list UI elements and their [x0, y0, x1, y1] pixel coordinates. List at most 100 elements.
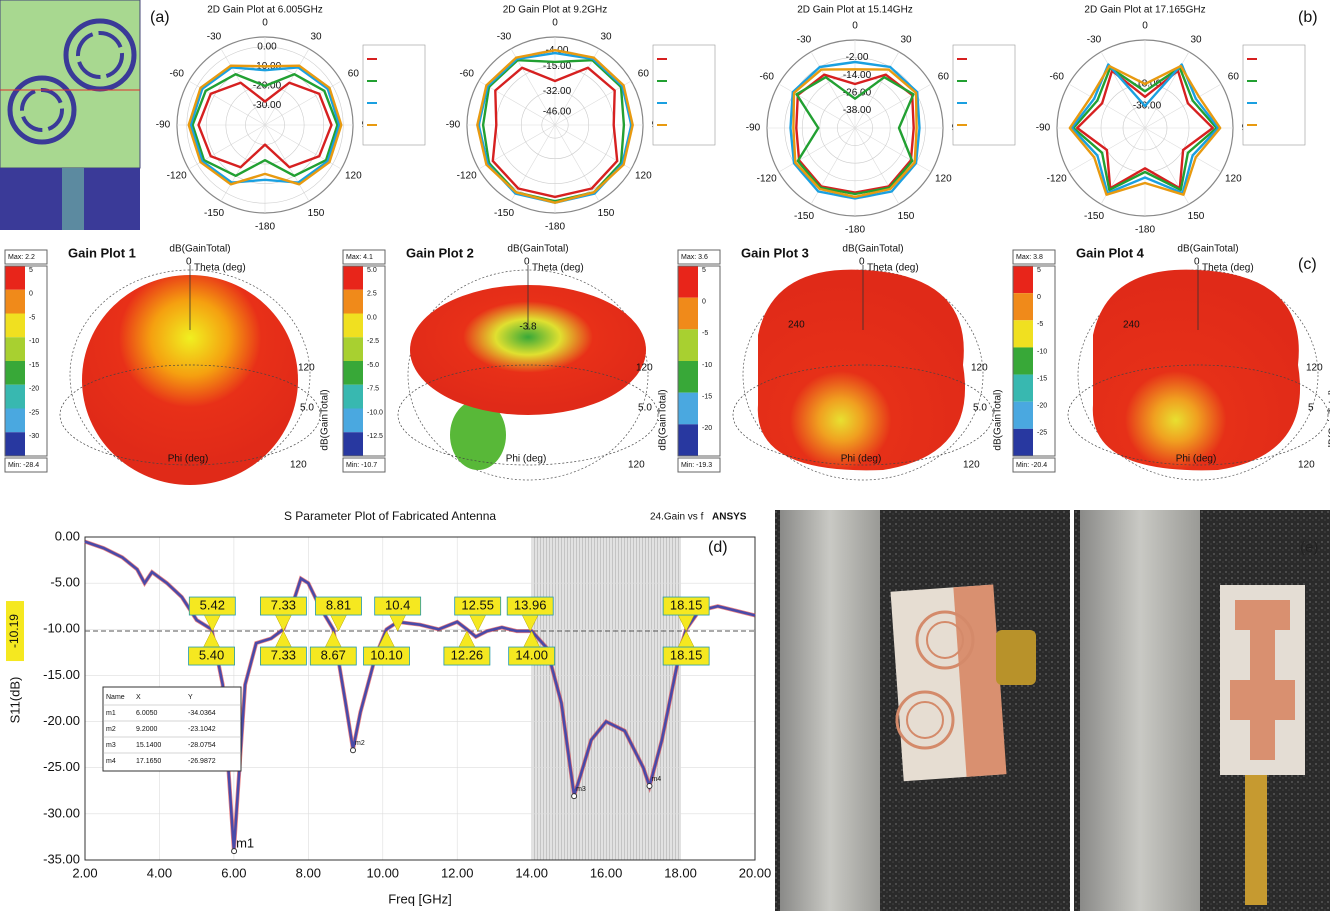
curve-info-box: [952, 44, 1016, 146]
colorbar-label: -5: [1037, 321, 1043, 328]
colorbar-label: -25: [29, 409, 39, 416]
angle-tick-label: 60: [348, 69, 360, 80]
angle-tick-label: -30: [497, 31, 512, 42]
radial-grid-line: [810, 51, 856, 129]
angle-label: 240: [788, 320, 805, 331]
table-cell: 17.1650: [136, 758, 161, 765]
marker-box: [508, 646, 556, 666]
colorbar-segment: [343, 266, 363, 290]
radial-tick-label: -32.00: [543, 86, 572, 97]
angle-tick-label: 150: [898, 211, 915, 222]
brand-label: ANSYS: [712, 512, 747, 523]
angle-tick-label: 60: [1228, 72, 1240, 83]
angle-tick-label: -60: [759, 72, 774, 83]
angle-tick-label: -180: [545, 222, 565, 233]
marker-label: 7.33: [271, 647, 296, 662]
angle-tick-label: 120: [345, 171, 362, 182]
marker-table: [102, 686, 242, 772]
photos: (e): [775, 510, 1330, 911]
marker-label: 13.96: [514, 597, 547, 612]
chart-title: S Parameter Plot of Fabricated Antenna: [284, 509, 496, 523]
colorbar-segment: [5, 361, 25, 385]
colorbar-frame: [4, 265, 48, 457]
zero-label: 0: [859, 257, 865, 268]
marker-box: [363, 646, 410, 666]
side-axis-title: dB(GainTotal): [1328, 389, 1330, 450]
curve-info-box: [1242, 44, 1306, 146]
angle-tick-label: -90: [446, 120, 461, 131]
colorbar-max-label: Max: 4.1: [346, 254, 373, 261]
gain-curve: [1070, 63, 1220, 195]
gain-surface: [410, 285, 646, 415]
radial-tick-label: 0.00: [257, 41, 277, 52]
chart-subtitle: 24.Gain vs f: [650, 512, 704, 523]
colorbar-segment: [678, 266, 698, 298]
colorbar-segment: [5, 384, 25, 409]
angle-tick-label: -180: [255, 222, 275, 233]
marker-pointer: [324, 630, 342, 648]
angle-tick-label: -90: [156, 120, 171, 131]
marker-box: [662, 596, 710, 616]
colorbar-segment: [1013, 428, 1033, 456]
x-tick-label: 6.00: [221, 865, 246, 880]
axis-ring: [732, 364, 994, 466]
plot-frame: [84, 536, 756, 861]
radial-tick-label: -2.00: [846, 52, 869, 63]
theta-label: Theta (deg): [194, 263, 246, 274]
radial-grid-line: [220, 48, 266, 126]
table-cell: m2: [106, 726, 116, 733]
radial-tick-label: -46.00: [543, 106, 572, 117]
ring-grid-line: [520, 90, 590, 160]
colorbar-segment: [1013, 347, 1033, 375]
curve-info-box: [362, 44, 426, 146]
gain-curve: [189, 66, 341, 184]
table-cell: m4: [106, 758, 116, 765]
angle-tick-label: 0: [262, 18, 268, 29]
radial-grid-line: [220, 124, 266, 202]
gain-surface-lobe: [450, 400, 506, 470]
angle-tick-label: -180: [845, 225, 865, 236]
gain-curve: [1076, 69, 1214, 190]
line-chart: S Parameter Plot of Fabricated Antenna 24…: [6, 509, 771, 906]
colorbar-segment: [343, 289, 363, 314]
gain-curve: [789, 60, 921, 200]
colorbar-min-box: [4, 457, 48, 473]
angle-tick-label: 120: [635, 171, 652, 182]
colorbar-max-label: Max: 3.6: [681, 254, 708, 261]
colorbar-label: 0: [29, 291, 33, 298]
colorbar-label: -20: [29, 386, 39, 393]
colorbar-segment: [1013, 320, 1033, 348]
angle-tick-label: -180: [1135, 225, 1155, 236]
radius-label: 5.0: [973, 403, 987, 414]
colorbar-segment: [1013, 266, 1033, 294]
marker-label: 8.81: [326, 597, 351, 612]
angle-label: 120: [1298, 460, 1315, 471]
angle-tick-label: 30: [1190, 34, 1202, 45]
side-axis-title: dB(GainTotal): [658, 389, 669, 450]
x-axis-title: Freq [GHz]: [388, 891, 452, 906]
angle-tick-label: 150: [598, 208, 615, 219]
reference-label-box: [6, 601, 24, 662]
angle-tick-label: 0: [1142, 21, 1148, 32]
ring-grid-line: [837, 110, 873, 146]
z-axis-title: dB(GainTotal): [507, 244, 568, 255]
z-axis-title: dB(GainTotal): [842, 244, 903, 255]
panel-label: (b): [1298, 9, 1318, 26]
table-cell: -34.0364: [188, 710, 216, 717]
radial-grid-line: [554, 80, 632, 126]
phi-label: Phi (deg): [1176, 454, 1217, 465]
marker-box: [315, 596, 362, 616]
colorbar-label: 5: [702, 267, 706, 274]
colorbar-label: -5.0: [367, 362, 379, 369]
colorbar-max-box: [677, 249, 721, 265]
gain-curve: [1072, 66, 1218, 192]
angle-label: 120: [628, 460, 645, 471]
radial-grid-line: [854, 51, 900, 129]
radial-grid-line: [264, 124, 310, 202]
x-tick-label: 16.00: [590, 865, 623, 880]
radial-grid-line: [778, 83, 856, 129]
marker-point: [350, 747, 356, 754]
marker-box: [454, 596, 502, 616]
gain-curve: [191, 73, 339, 177]
